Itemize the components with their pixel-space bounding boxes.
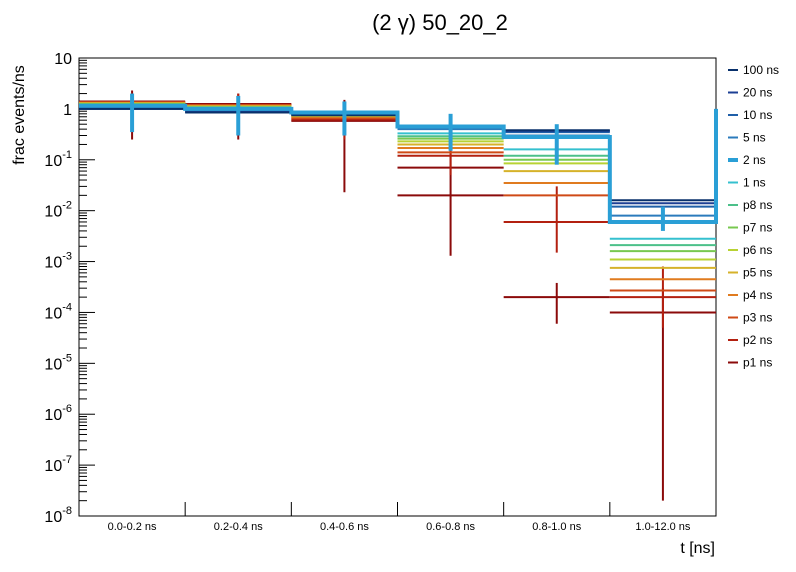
chart-title: (2 γ) 50_20_2 bbox=[372, 10, 508, 35]
legend-label: p1 ns bbox=[743, 356, 772, 370]
y-tick-base: 10 bbox=[44, 407, 62, 424]
legend-entry: p7 ns bbox=[728, 221, 772, 235]
legend-entry: p2 ns bbox=[728, 333, 772, 347]
legend-label: p5 ns bbox=[743, 266, 772, 280]
y-tick-base: 10 bbox=[44, 458, 62, 475]
x-tick-label: 0.4-0.6 ns bbox=[320, 521, 369, 533]
y-tick-label: 10-8 bbox=[44, 505, 72, 526]
legend-label: p3 ns bbox=[743, 311, 772, 325]
y-tick-label: 10-5 bbox=[44, 352, 72, 373]
y-tick-base: 10 bbox=[44, 356, 62, 373]
y-tick-base: 10 bbox=[44, 509, 62, 526]
x-tick-label: 0.6-0.8 ns bbox=[426, 521, 475, 533]
legend-label: 1 ns bbox=[743, 176, 766, 190]
legend-label: p8 ns bbox=[743, 198, 772, 212]
legend-label: 10 ns bbox=[743, 108, 772, 122]
legend-entry: p6 ns bbox=[728, 243, 772, 257]
y-tick-base: 1 bbox=[63, 102, 72, 119]
y-tick-exponent: -4 bbox=[62, 301, 72, 313]
y-tick-exponent: -3 bbox=[62, 251, 72, 263]
legend-entry: 100 ns bbox=[728, 63, 779, 77]
legend-entry: 20 ns bbox=[728, 86, 772, 100]
y-tick-label: 10-6 bbox=[44, 403, 72, 424]
legend-entry: p1 ns bbox=[728, 356, 772, 370]
y-tick-base: 10 bbox=[54, 51, 72, 68]
y-tick-label: 10-3 bbox=[44, 251, 72, 272]
y-tick-label: 1 bbox=[63, 102, 72, 119]
y-tick-label: 10-2 bbox=[44, 200, 72, 221]
y-tick-exponent: -6 bbox=[62, 403, 72, 415]
y-tick-exponent: -2 bbox=[62, 200, 72, 212]
series-layer bbox=[79, 90, 718, 501]
y-tick-base: 10 bbox=[44, 153, 62, 170]
legend-entry: p8 ns bbox=[728, 198, 772, 212]
x-tick-label: 0.2-0.4 ns bbox=[214, 521, 263, 533]
legend-entry: p4 ns bbox=[728, 288, 772, 302]
legend-label: 2 ns bbox=[743, 153, 766, 167]
y-tick-base: 10 bbox=[44, 305, 62, 322]
legend-entry: p3 ns bbox=[728, 311, 772, 325]
legend-label: 20 ns bbox=[743, 86, 772, 100]
legend-label: 100 ns bbox=[743, 63, 779, 77]
legend-entry: 10 ns bbox=[728, 108, 772, 122]
series-p3-ns bbox=[79, 101, 716, 292]
x-axis: 0.0-0.2 ns 0.2-0.4 ns 0.4-0.6 ns 0.6-0.8 ns… bbox=[78, 502, 717, 533]
legend-label: p4 ns bbox=[743, 288, 772, 302]
y-tick-label: 10-7 bbox=[44, 454, 72, 475]
y-tick-exponent: -5 bbox=[62, 352, 72, 364]
y-tick-exponent: -1 bbox=[62, 149, 72, 161]
y-tick-label: 10 bbox=[54, 51, 72, 68]
y-tick-exponent: -7 bbox=[62, 454, 72, 466]
y-tick-label: 10-4 bbox=[44, 301, 72, 322]
y-axis-title: frac events/ns bbox=[11, 65, 28, 165]
legend-entry: 2 ns bbox=[728, 153, 766, 167]
y-tick-label: 10-1 bbox=[44, 149, 72, 170]
legend-label: p7 ns bbox=[743, 221, 772, 235]
x-tick-label: 1.0-12.0 ns bbox=[635, 521, 691, 533]
x-axis-title: t [ns] bbox=[680, 540, 715, 557]
y-tick-base: 10 bbox=[44, 204, 62, 221]
series-step-line bbox=[79, 103, 718, 224]
legend-label: p6 ns bbox=[743, 243, 772, 257]
x-tick-label: 0.0-0.2 ns bbox=[108, 521, 157, 533]
x-tick-label: 0.8-1.0 ns bbox=[532, 521, 581, 533]
legend-label: p2 ns bbox=[743, 333, 772, 347]
legend-label: 5 ns bbox=[743, 131, 766, 145]
y-tick-base: 10 bbox=[44, 255, 62, 272]
legend-entry: p5 ns bbox=[728, 266, 772, 280]
legend-entry: 5 ns bbox=[728, 131, 766, 145]
y-tick-exponent: -8 bbox=[62, 505, 72, 517]
series-2-ns bbox=[79, 93, 718, 231]
legend-entry: 1 ns bbox=[728, 176, 766, 190]
legend: 100 ns 20 ns 10 ns 5 ns 2 ns 1 ns p8 ns p7 ns p6… bbox=[728, 63, 779, 370]
